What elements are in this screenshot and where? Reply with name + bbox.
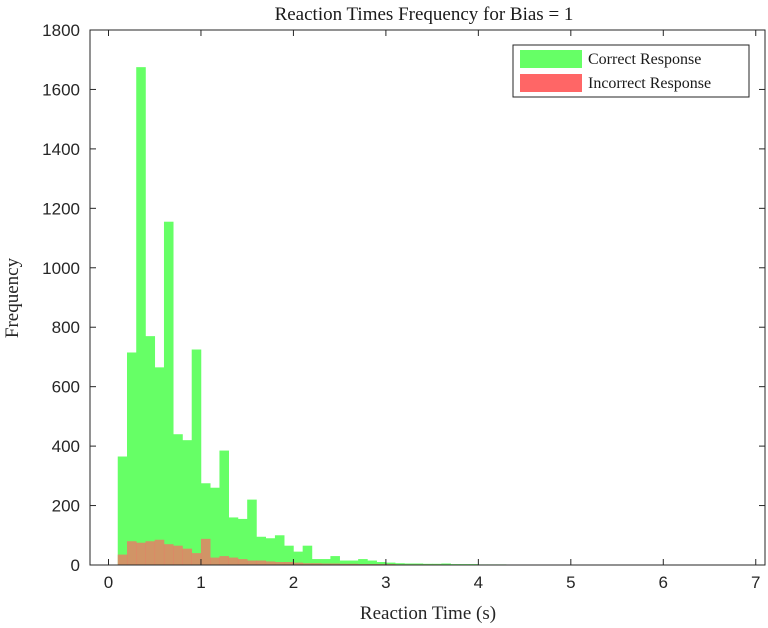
correct-bar <box>200 483 211 565</box>
x-tick-label: 2 <box>289 573 298 592</box>
correct-bar <box>247 499 257 565</box>
correct-bar <box>422 563 433 565</box>
x-tick-label: 4 <box>474 573 483 592</box>
correct-bar <box>126 352 137 565</box>
correct-bar <box>163 221 174 565</box>
incorrect-bar <box>348 563 359 565</box>
y-tick-label: 1000 <box>42 259 80 278</box>
x-tick-label: 7 <box>751 573 760 592</box>
correct-bar <box>441 563 451 565</box>
correct-bar <box>145 336 156 565</box>
incorrect-bar <box>145 541 156 565</box>
correct-bar <box>219 450 229 565</box>
correct-bar <box>154 367 165 565</box>
correct-bar <box>274 535 285 565</box>
incorrect-bar <box>210 557 220 565</box>
correct-bar <box>376 562 387 565</box>
y-tick-label: 1800 <box>42 21 80 40</box>
incorrect-bar <box>200 538 211 565</box>
axes-box <box>89 29 766 566</box>
y-tick-label: 0 <box>71 556 80 575</box>
correct-bar <box>348 560 359 565</box>
x-tick-label: 1 <box>196 573 205 592</box>
correct-bar <box>210 487 220 565</box>
legend-swatch-incorrect <box>520 74 582 92</box>
correct-bar <box>395 563 405 565</box>
correct-bar <box>413 563 424 565</box>
x-tick-label: 5 <box>566 573 575 592</box>
correct-bar <box>265 538 276 565</box>
chart-title: Reaction Times Frequency for Bias = 1 <box>275 4 574 25</box>
x-tick-label: 0 <box>104 573 113 592</box>
y-tick-label: 1200 <box>42 199 80 218</box>
correct-bar <box>173 434 183 565</box>
incorrect-bar <box>219 556 229 565</box>
incorrect-bar <box>126 541 137 565</box>
incorrect-bar <box>311 563 322 565</box>
incorrect-bar <box>247 560 257 565</box>
legend-label-incorrect: Incorrect Response <box>588 75 711 92</box>
legend: Correct Response Incorrect Response <box>512 44 750 98</box>
incorrect-bar <box>339 563 350 565</box>
incorrect-bar <box>228 557 239 565</box>
incorrect-bar <box>293 562 303 565</box>
y-tick-label: 600 <box>52 378 80 397</box>
x-tick-label: 3 <box>381 573 390 592</box>
correct-bar <box>293 551 303 566</box>
correct-bar <box>302 545 313 565</box>
correct-bar <box>404 563 414 565</box>
correct-bar <box>284 545 294 565</box>
correct-bar <box>385 562 396 565</box>
correct-bar <box>339 560 350 565</box>
x-axis-label: Reaction Time (s) <box>360 603 496 624</box>
incorrect-bar <box>256 560 266 565</box>
correct-bar <box>117 456 128 565</box>
correct-bar <box>136 67 146 566</box>
x-tick-label: 6 <box>659 573 668 592</box>
incorrect-bar <box>330 563 340 565</box>
incorrect-bar <box>136 542 146 565</box>
correct-bar <box>330 556 340 565</box>
incorrect-bar <box>173 545 183 565</box>
incorrect-bar <box>265 561 276 565</box>
incorrect-bar <box>274 562 285 565</box>
incorrect-bar <box>163 544 174 565</box>
incorrect-bar <box>182 548 193 565</box>
correct-bar <box>367 560 377 565</box>
incorrect-bar <box>321 563 331 565</box>
correct-bar <box>311 559 322 565</box>
y-tick-label: 800 <box>52 318 80 337</box>
incorrect-bar <box>284 562 294 565</box>
y-tick-label: 1600 <box>42 80 80 99</box>
correct-bar <box>256 536 266 565</box>
ticks-layer: 0 1 2 3 4 5 6 7 0 200 400 600 800 1000 1200 1400 1600 180… <box>42 21 765 592</box>
y-tick-label: 400 <box>52 437 80 456</box>
correct-bar <box>432 563 442 565</box>
correct-bar <box>237 518 248 565</box>
correct-bar <box>321 559 331 565</box>
correct-bar <box>228 517 239 565</box>
bars-layer <box>117 67 646 566</box>
incorrect-bar <box>237 559 248 565</box>
y-tick-label: 200 <box>52 497 80 516</box>
incorrect-bar <box>154 539 165 565</box>
y-axis-label: Frequency <box>2 257 23 338</box>
legend-label-correct: Correct Response <box>588 51 701 68</box>
y-tick-label: 1400 <box>42 140 80 159</box>
correct-bar <box>191 349 202 565</box>
legend-swatch-correct <box>520 50 582 68</box>
incorrect-bar <box>191 553 202 565</box>
incorrect-bar <box>117 554 128 565</box>
correct-bar <box>182 440 193 565</box>
correct-bar <box>358 559 368 565</box>
incorrect-bar <box>302 563 313 565</box>
